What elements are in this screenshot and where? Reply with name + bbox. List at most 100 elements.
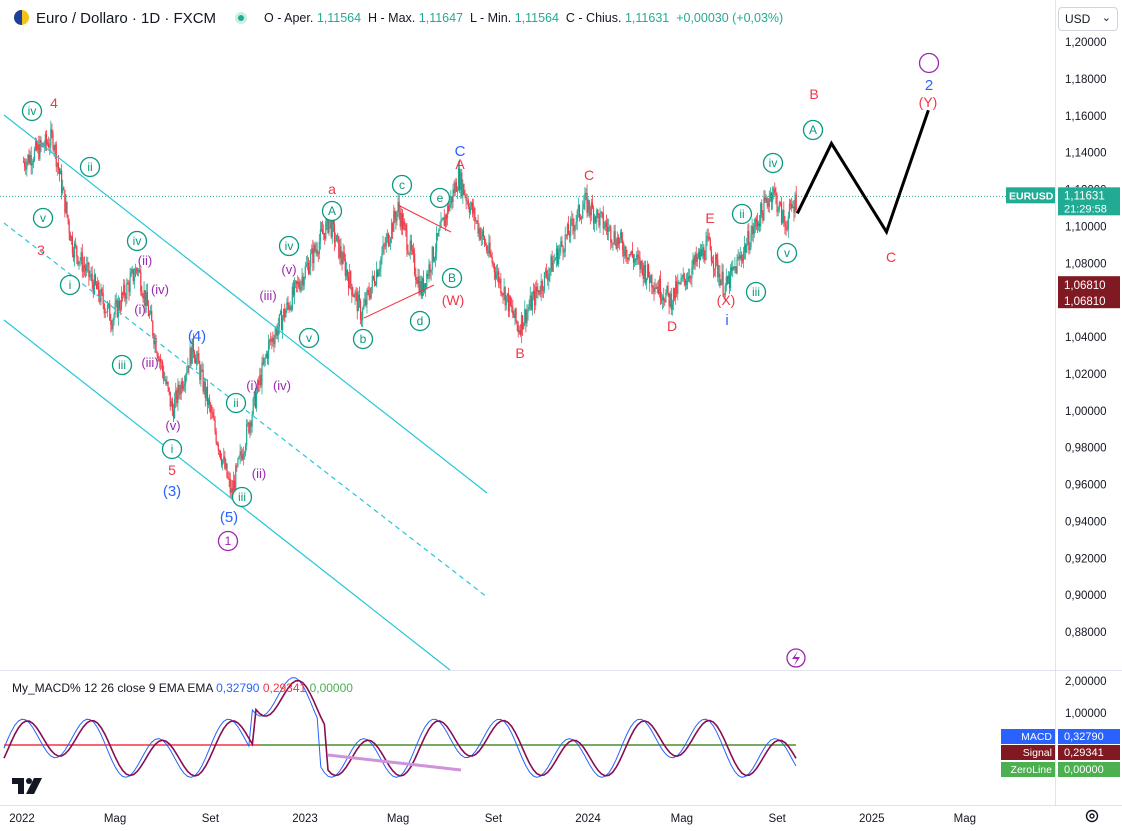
candle-body bbox=[507, 293, 510, 312]
candle-body bbox=[43, 146, 45, 148]
candle-body bbox=[271, 338, 273, 342]
candle-body bbox=[75, 243, 77, 247]
candle-body bbox=[349, 271, 351, 289]
candle-body bbox=[269, 339, 271, 342]
candle-body bbox=[747, 231, 749, 244]
candle-body bbox=[409, 240, 411, 254]
tradingview-logo[interactable] bbox=[12, 776, 46, 801]
candle-body bbox=[691, 267, 693, 279]
candle-body bbox=[201, 369, 203, 371]
candle-body bbox=[306, 262, 309, 265]
candle-body bbox=[374, 284, 377, 286]
candle-body bbox=[632, 256, 635, 263]
candle-body bbox=[294, 281, 297, 282]
candle-body bbox=[554, 258, 556, 261]
candle-body bbox=[122, 292, 124, 296]
candle-body bbox=[373, 278, 376, 285]
candle-body bbox=[456, 190, 459, 192]
wave-label: ii bbox=[233, 396, 238, 410]
time-tick-label: 2022 bbox=[9, 813, 35, 825]
macd-legend[interactable]: My_MACD% 12 26 close 9 EMA EMA 0,32790 0… bbox=[12, 681, 353, 695]
candle-body bbox=[142, 295, 144, 299]
candle-body bbox=[431, 246, 433, 270]
wave-label-circle bbox=[441, 267, 463, 289]
wave-label: i bbox=[725, 312, 728, 329]
candle-body bbox=[654, 287, 656, 292]
candle-body bbox=[83, 265, 86, 269]
candle-body bbox=[336, 235, 338, 242]
candle-body bbox=[449, 203, 451, 212]
candle-body bbox=[743, 244, 746, 252]
candle-body bbox=[241, 455, 243, 460]
market-status-icon[interactable] bbox=[235, 12, 247, 24]
candle-body bbox=[769, 192, 771, 199]
wave-label: 5 bbox=[168, 462, 176, 478]
candle-body bbox=[540, 281, 542, 294]
currency-select[interactable]: USD ⌄ bbox=[1058, 7, 1118, 31]
candle-body bbox=[27, 154, 29, 162]
candle-body bbox=[695, 253, 697, 262]
candle-body bbox=[228, 478, 230, 479]
gear-icon[interactable] bbox=[1084, 808, 1100, 824]
candle-body bbox=[140, 272, 142, 292]
symbol-title[interactable]: Euro / Dollaro · 1D · FXCM bbox=[36, 10, 217, 27]
candle-body bbox=[81, 252, 83, 272]
candle-body bbox=[589, 211, 591, 216]
macd-tag-label: ZeroLine bbox=[1011, 764, 1053, 776]
candle-body bbox=[782, 210, 784, 223]
candle-body bbox=[319, 229, 321, 242]
candle-body bbox=[202, 369, 204, 392]
candle-body bbox=[693, 258, 695, 265]
candle-body bbox=[334, 241, 337, 243]
candle-body bbox=[50, 129, 52, 146]
wave-label: (3) bbox=[163, 483, 181, 500]
candle-body bbox=[363, 305, 365, 309]
candle-body bbox=[371, 276, 373, 287]
last-price-badge bbox=[1058, 187, 1120, 216]
candle-body bbox=[361, 319, 363, 321]
candle-body bbox=[39, 140, 41, 159]
candle-body bbox=[388, 243, 391, 246]
wave-label: C bbox=[455, 143, 466, 160]
candle-body bbox=[399, 212, 401, 227]
candle-body bbox=[89, 276, 91, 278]
candle-body bbox=[466, 200, 468, 202]
candle-body bbox=[516, 321, 518, 326]
candle-body bbox=[36, 141, 38, 151]
candle-body bbox=[171, 401, 174, 411]
macd-legend-value: 0,32790 bbox=[216, 681, 260, 695]
candle-body bbox=[716, 254, 718, 261]
wave-label: D bbox=[667, 318, 677, 334]
candle-body bbox=[398, 201, 400, 213]
candle-body bbox=[136, 269, 139, 272]
candle-body bbox=[745, 244, 747, 253]
candle-body bbox=[62, 187, 64, 194]
candle-body bbox=[642, 267, 644, 280]
candle-body bbox=[423, 283, 426, 292]
candle-body bbox=[475, 220, 477, 222]
chevron-down-icon: ⌄ bbox=[1101, 12, 1111, 24]
candle-body bbox=[133, 276, 135, 282]
candle-body bbox=[143, 290, 145, 299]
candle-body bbox=[785, 225, 787, 230]
candle-body bbox=[681, 277, 683, 279]
candle-body bbox=[130, 271, 132, 277]
candle-body bbox=[87, 262, 89, 266]
candle-body bbox=[304, 266, 306, 278]
candle-body bbox=[440, 220, 442, 228]
candle-body bbox=[224, 456, 226, 469]
candle-body bbox=[513, 314, 515, 318]
candle-body bbox=[560, 241, 562, 248]
candle-body bbox=[728, 275, 731, 289]
candle-body bbox=[445, 215, 448, 219]
candle-body bbox=[182, 385, 185, 390]
candle-body bbox=[298, 281, 300, 287]
candle-body bbox=[780, 202, 783, 223]
candle-body bbox=[631, 250, 634, 257]
candle-body bbox=[34, 141, 37, 150]
candle-body bbox=[316, 249, 318, 254]
candle-body bbox=[453, 189, 455, 194]
candle-body bbox=[715, 254, 717, 269]
candle-body bbox=[559, 247, 561, 253]
